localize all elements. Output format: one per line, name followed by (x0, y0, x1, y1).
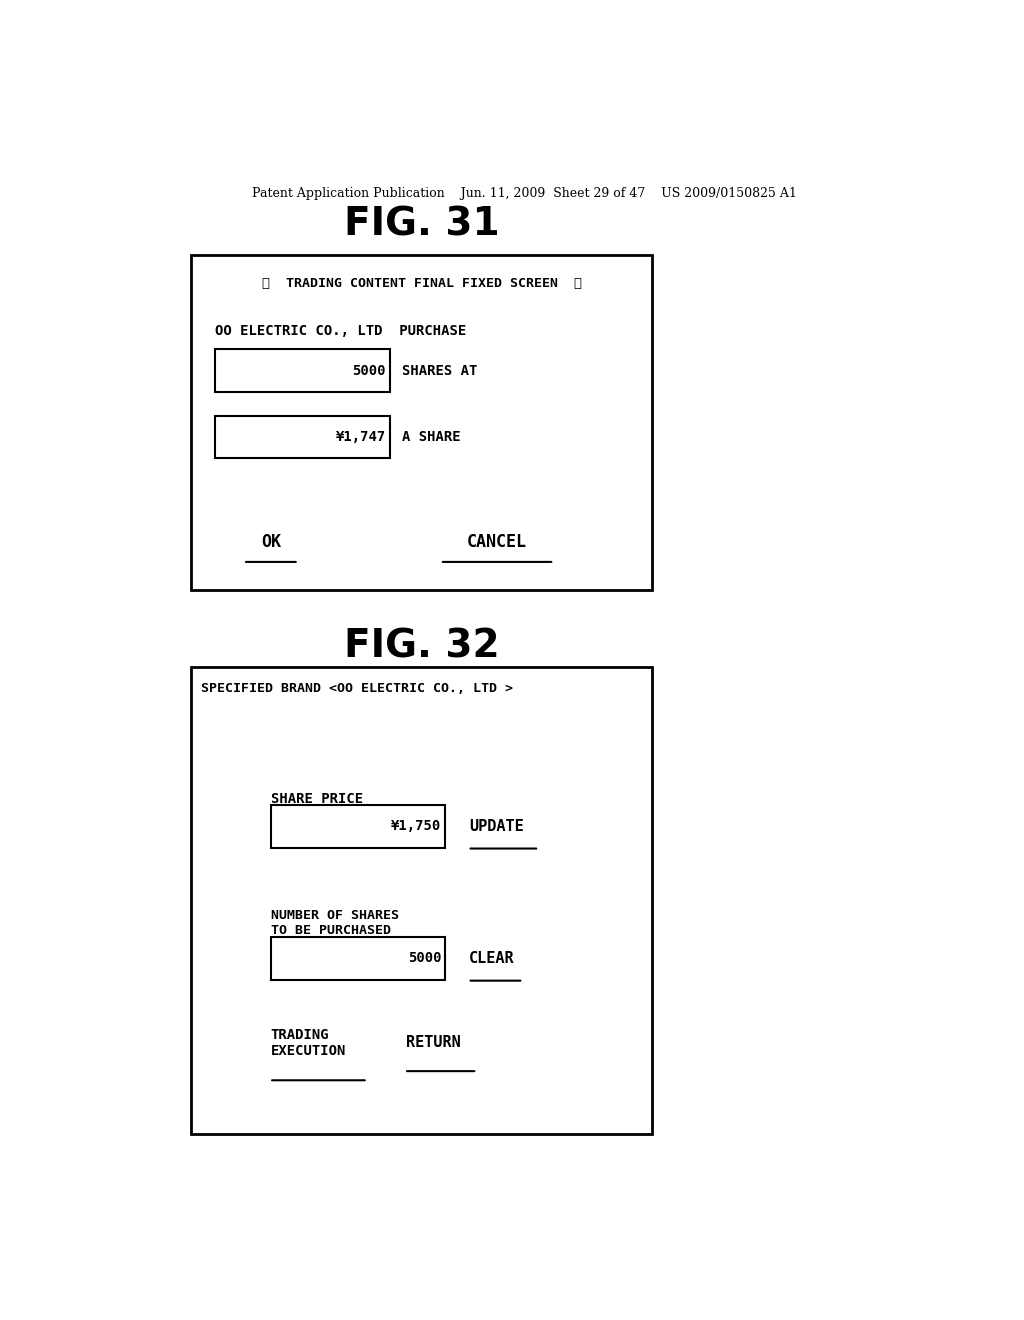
Text: NUMBER OF SHARES
TO BE PURCHASED: NUMBER OF SHARES TO BE PURCHASED (270, 908, 398, 937)
Text: 【  TRADING CONTENT FINAL FIXED SCREEN  】: 【 TRADING CONTENT FINAL FIXED SCREEN 】 (262, 277, 582, 290)
Text: A SHARE: A SHARE (401, 430, 461, 444)
Text: RETURN: RETURN (406, 1035, 461, 1051)
Text: ¥1,750: ¥1,750 (391, 820, 441, 833)
Text: 5000: 5000 (408, 952, 441, 965)
Text: FIG. 31: FIG. 31 (344, 206, 500, 243)
Text: 5000: 5000 (352, 364, 386, 378)
Bar (215, 416, 390, 458)
Text: CANCEL: CANCEL (467, 532, 527, 550)
Bar (215, 350, 390, 392)
Text: CLEAR: CLEAR (469, 950, 515, 966)
Text: Patent Application Publication    Jun. 11, 2009  Sheet 29 of 47    US 2009/01508: Patent Application Publication Jun. 11, … (252, 187, 798, 201)
Text: TRADING
EXECUTION: TRADING EXECUTION (270, 1027, 346, 1057)
Text: FIG. 32: FIG. 32 (344, 627, 500, 665)
Bar (191, 667, 651, 1134)
Text: SHARE PRICE: SHARE PRICE (270, 792, 362, 805)
Bar (270, 937, 445, 979)
Text: ¥1,747: ¥1,747 (336, 430, 386, 444)
Text: OK: OK (261, 532, 281, 550)
Bar (270, 805, 445, 847)
Text: OO ELECTRIC CO., LTD  PURCHASE: OO ELECTRIC CO., LTD PURCHASE (215, 325, 467, 338)
Text: SPECIFIED BRAND <OO ELECTRIC CO., LTD >: SPECIFIED BRAND <OO ELECTRIC CO., LTD > (201, 682, 513, 694)
Text: SHARES AT: SHARES AT (401, 364, 477, 378)
Bar (191, 255, 651, 590)
Text: UPDATE: UPDATE (469, 818, 524, 834)
